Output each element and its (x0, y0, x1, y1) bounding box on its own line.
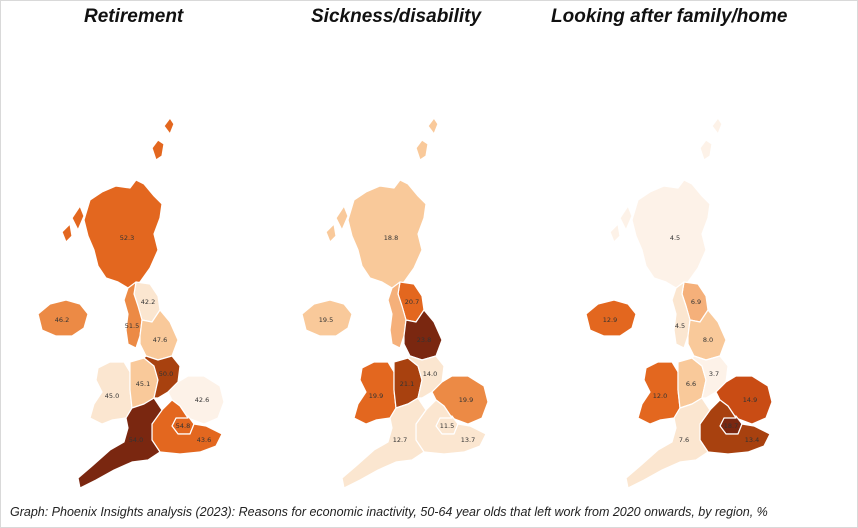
value-label-northern-ireland: 12.9 (603, 316, 617, 324)
value-label-north-east: 6.9 (691, 298, 701, 306)
island-1 (699, 139, 713, 161)
value-label-east: 19.9 (459, 396, 473, 404)
value-label-northern-ireland: 46.2 (55, 316, 69, 324)
island-2 (427, 117, 439, 135)
panel-title-sickness: Sickness/disability (311, 6, 482, 27)
caption: Graph: Phoenix Insights analysis (2023):… (10, 505, 768, 519)
region-south-west (341, 397, 427, 489)
value-label-london: 54.8 (176, 422, 190, 430)
value-label-north-east: 42.2 (141, 298, 155, 306)
value-label-south-east: 13.7 (461, 436, 475, 444)
value-label-london: 11.5 (440, 422, 454, 430)
value-label-east-midlands: 3.7 (709, 370, 719, 378)
value-label-yorkshire: 23.8 (417, 336, 431, 344)
value-label-london: 18.7 (724, 422, 738, 430)
panel-title-retirement: Retirement (84, 6, 184, 27)
value-label-yorkshire: 8.0 (703, 336, 713, 344)
region-scotland (347, 179, 427, 289)
region-east-midlands (143, 355, 181, 399)
value-label-wales: 19.9 (369, 392, 383, 400)
region-east-midlands (691, 355, 729, 399)
island-4 (61, 223, 73, 243)
value-label-south-west: 54.0 (129, 436, 143, 444)
value-label-scotland: 4.5 (670, 234, 680, 242)
region-northern-ireland (585, 299, 637, 337)
region-northern-ireland (37, 299, 89, 337)
island-4 (609, 223, 621, 243)
value-label-east: 42.6 (195, 396, 209, 404)
value-label-scotland: 18.8 (384, 234, 398, 242)
value-label-south-east: 13.4 (745, 436, 759, 444)
value-label-wales: 12.0 (653, 392, 667, 400)
island-3 (335, 205, 349, 231)
value-label-south-west: 12.7 (393, 436, 407, 444)
map-retirement: 52.3 46.2 42.2 51.5 47.6 45.0 45.1 50.0 42.6 54.8… (37, 117, 225, 489)
island-1 (151, 139, 165, 161)
region-wales (353, 361, 397, 425)
region-south-west (625, 397, 711, 489)
value-label-east-midlands: 50.0 (159, 370, 173, 378)
value-label-west-midlands: 45.1 (136, 380, 150, 388)
value-label-northern-ireland: 19.5 (319, 316, 333, 324)
region-east-midlands (407, 355, 445, 399)
region-south-west (77, 397, 163, 489)
map-sickness-disability: 18.8 19.5 20.7 23.8 19.9 21.1 14.0 19.9 11.5 13.7… (301, 117, 489, 489)
value-label-wales: 45.0 (105, 392, 119, 400)
region-east (431, 375, 489, 425)
island-4 (325, 223, 337, 243)
value-label-south-west: 7.6 (679, 436, 689, 444)
island-2 (711, 117, 723, 135)
region-northern-ireland (301, 299, 353, 337)
value-label-east: 14.9 (743, 396, 757, 404)
value-label-west-midlands: 6.6 (686, 380, 696, 388)
map-looking-after-family: 4.5 12.9 6.9 4.5 8.0 12.0 6.6 3.7 14.9 18.7 13.4 7.… (585, 117, 773, 489)
value-label-scotland: 52.3 (120, 234, 134, 242)
value-label-west-midlands: 21.1 (400, 380, 414, 388)
region-wales (89, 361, 133, 425)
region-wales (637, 361, 681, 425)
island-2 (163, 117, 175, 135)
region-scotland (83, 179, 163, 289)
region-scotland (631, 179, 711, 289)
region-east (167, 375, 225, 425)
value-label-yorkshire: 47.6 (153, 336, 167, 344)
value-label-north-west: 51.5 (125, 322, 139, 330)
island-3 (619, 205, 633, 231)
region-north-west (671, 281, 691, 349)
value-label-north-east: 20.7 (405, 298, 419, 306)
panel-title-family: Looking after family/home (551, 6, 788, 27)
value-label-south-east: 43.6 (197, 436, 211, 444)
region-north-west (123, 281, 143, 349)
region-north-west (387, 281, 407, 349)
island-3 (71, 205, 85, 231)
value-label-north-west: 4.5 (675, 322, 685, 330)
region-east (715, 375, 773, 425)
value-label-east-midlands: 14.0 (423, 370, 437, 378)
island-1 (415, 139, 429, 161)
